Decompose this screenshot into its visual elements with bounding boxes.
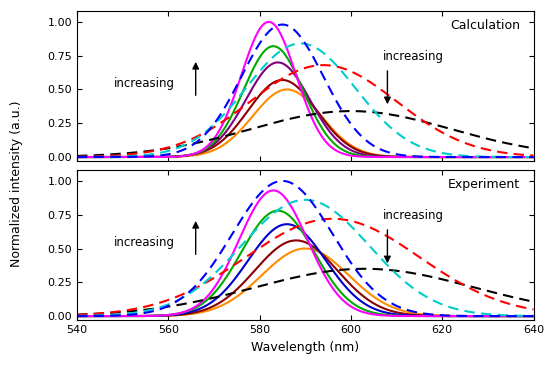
Text: Experiment: Experiment [448, 178, 520, 191]
Text: Calculation: Calculation [450, 18, 520, 32]
Text: Normalized intensity (a.u.): Normalized intensity (a.u.) [10, 101, 23, 267]
X-axis label: Wavelength (nm): Wavelength (nm) [251, 340, 359, 354]
Text: increasing: increasing [113, 77, 174, 89]
Text: increasing: increasing [113, 236, 174, 249]
Text: increasing: increasing [383, 209, 444, 222]
Text: increasing: increasing [383, 50, 444, 63]
